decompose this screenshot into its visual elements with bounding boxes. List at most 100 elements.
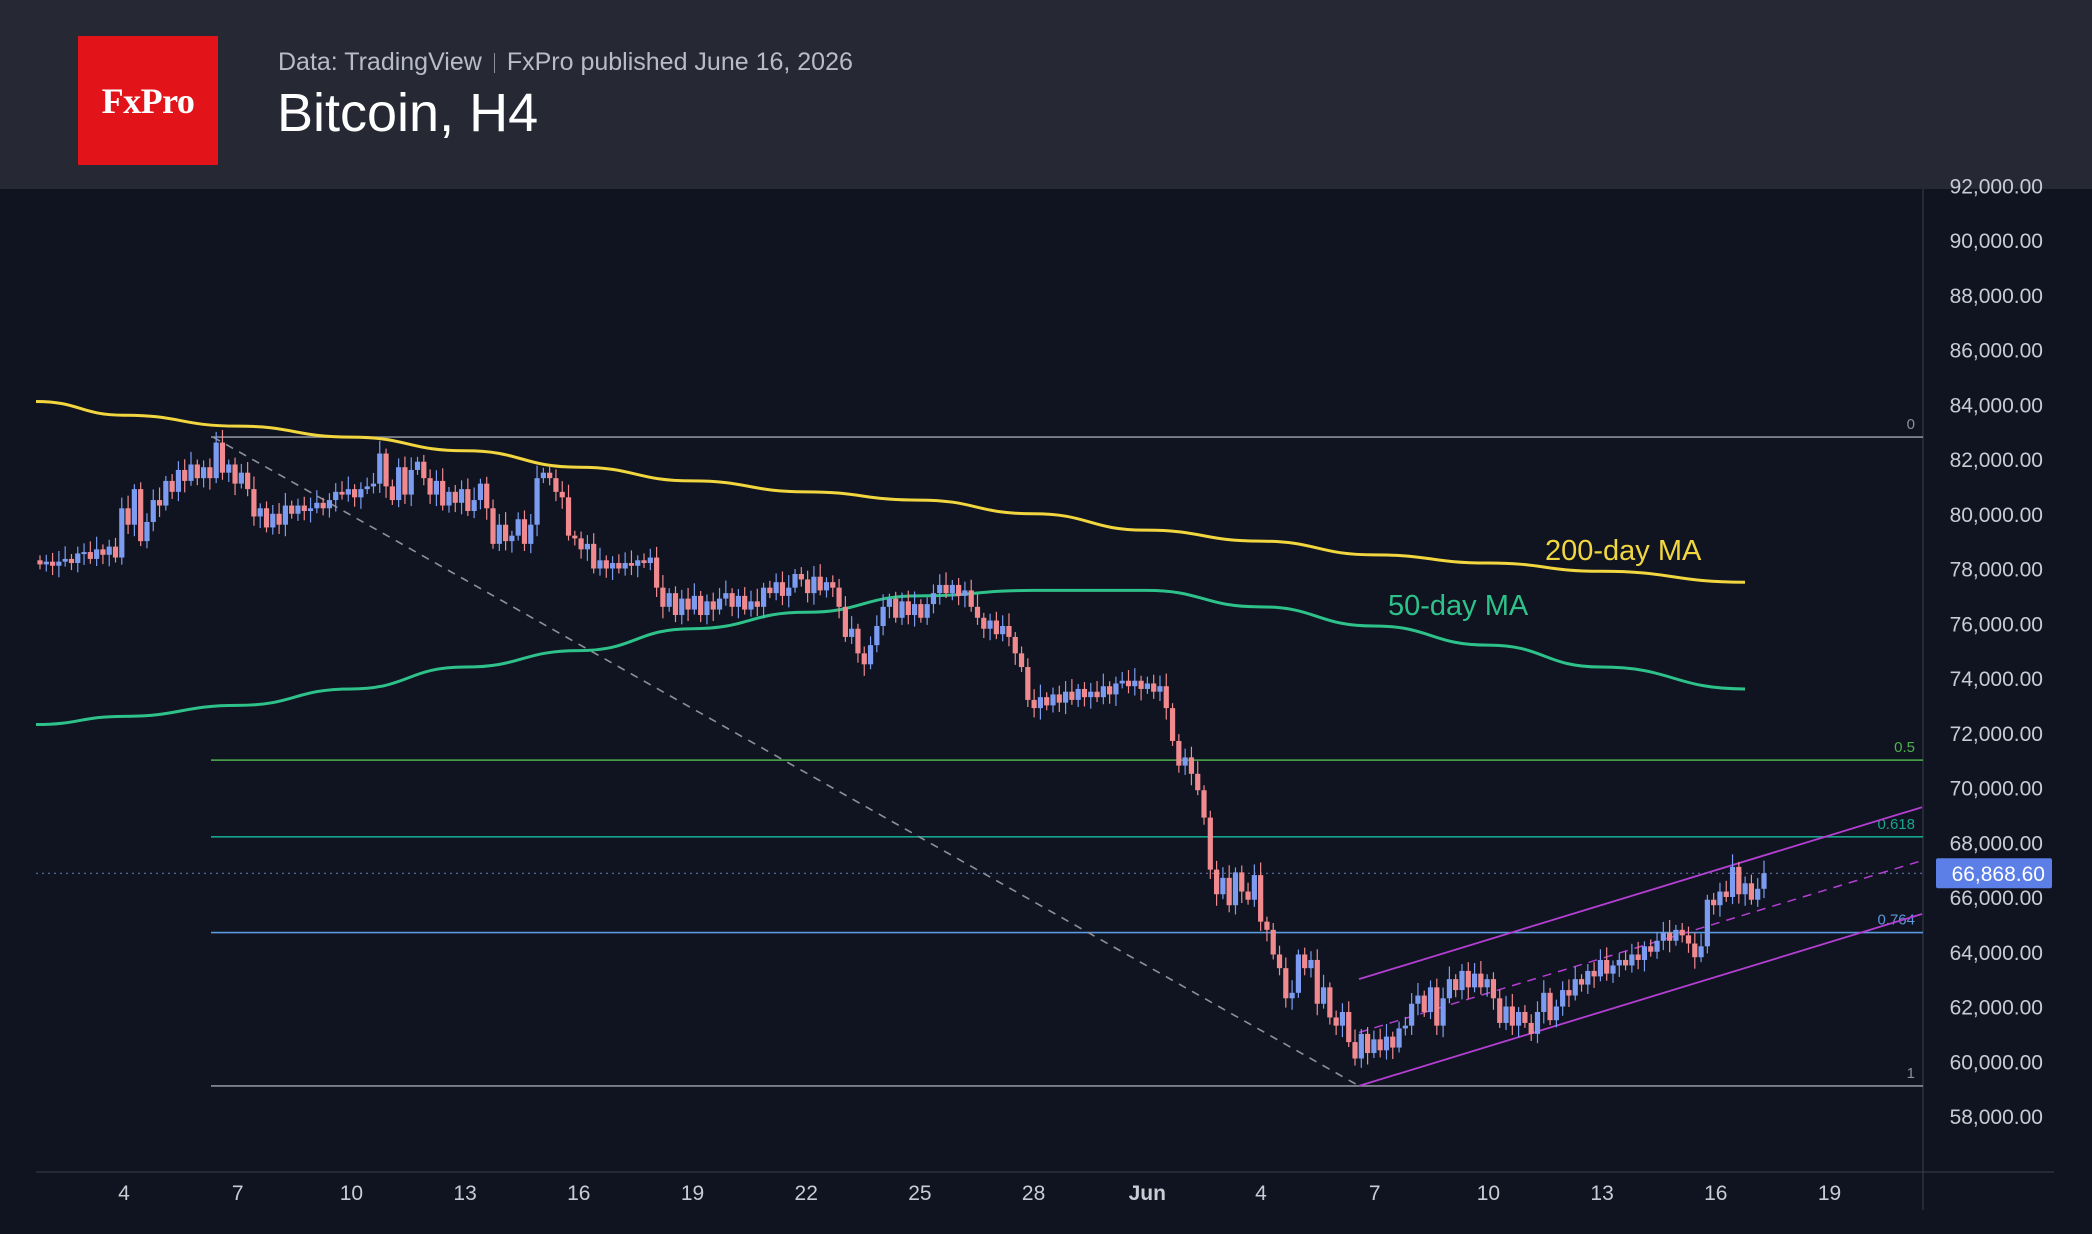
candle-down: [49, 561, 56, 566]
candle-up: [295, 505, 301, 514]
candle-down: [207, 467, 213, 479]
price-tick-label: 60,000.00: [1950, 1051, 2043, 1074]
chart-meta: Data: TradingView FxPro published June 1…: [278, 48, 853, 77]
candle-down: [1490, 979, 1497, 999]
candle-down: [968, 590, 974, 607]
candle-down: [1566, 990, 1572, 996]
candle-down: [660, 587, 666, 607]
candle-down: [1151, 683, 1157, 692]
candle-up: [1075, 688, 1081, 700]
candle-up: [1673, 929, 1679, 941]
ma-50-label: 50-day MA: [1388, 590, 1529, 622]
candle-up: [1100, 686, 1106, 698]
published-date: FxPro published June 16, 2026: [506, 48, 853, 76]
candle-down: [1044, 697, 1050, 706]
candle-up: [849, 628, 855, 637]
time-tick-label: 10: [1477, 1182, 1500, 1205]
candle-down: [1012, 636, 1018, 654]
candle-down: [125, 508, 131, 525]
candle-up: [635, 560, 641, 566]
candle-up: [1459, 970, 1465, 991]
candle-down: [1169, 708, 1176, 741]
candle-up: [43, 561, 49, 565]
candle-up: [1560, 990, 1566, 1007]
candle-down: [484, 483, 490, 509]
candle-up: [874, 625, 880, 646]
time-tick-label: Jun: [1129, 1182, 1166, 1205]
candle-down: [383, 453, 389, 487]
candle-down: [301, 505, 307, 512]
candle-up: [540, 472, 546, 479]
candle-up: [496, 524, 502, 544]
candle-up: [1088, 691, 1094, 698]
candle-down: [402, 467, 408, 495]
candle-down: [156, 500, 163, 506]
candle-down: [427, 478, 433, 495]
candle-up: [94, 549, 100, 559]
time-tick-label: 16: [567, 1182, 590, 1205]
candle-down: [1094, 691, 1100, 698]
candle-down: [1239, 872, 1245, 892]
candle-up: [622, 563, 628, 569]
candle-down: [100, 549, 106, 555]
candle-down: [1188, 757, 1195, 774]
candle-up: [1132, 680, 1138, 687]
candle-down: [572, 535, 578, 539]
candle-down: [1667, 932, 1673, 941]
channel-mid-line: [1358, 859, 1923, 1034]
time-tick-label: 19: [681, 1182, 704, 1205]
candle-up: [1339, 1011, 1346, 1026]
price-tick-label: 78,000.00: [1950, 559, 2043, 582]
candle-up: [1440, 998, 1446, 1026]
candle-down: [465, 489, 471, 512]
candle-down: [729, 593, 735, 607]
candle-down: [798, 573, 804, 580]
candle-up: [81, 552, 87, 555]
candle-down: [742, 595, 748, 610]
price-tick-label: 70,000.00: [1950, 778, 2043, 801]
candle-down: [779, 582, 786, 596]
candle-up: [704, 601, 710, 616]
candle-up: [1541, 992, 1547, 1012]
candle-up: [962, 590, 968, 596]
candle-up: [1629, 954, 1635, 966]
candle-down: [1736, 866, 1742, 895]
candle-down: [836, 587, 842, 607]
candle-down: [1635, 954, 1641, 960]
candle-up: [1742, 883, 1748, 895]
candle-up: [62, 558, 68, 562]
candle-down: [1056, 694, 1062, 703]
candle-up: [1534, 1011, 1541, 1034]
candle-up: [1409, 1003, 1415, 1026]
candle-down: [1390, 1036, 1396, 1048]
candle-down: [1314, 959, 1320, 1004]
candles: [37, 429, 1767, 1068]
candle-up: [144, 521, 150, 542]
candle-up: [666, 593, 672, 607]
candle-up: [509, 535, 515, 542]
candle-up: [333, 491, 339, 501]
candle-down: [918, 604, 924, 618]
candle-up: [1597, 959, 1604, 977]
chart-labels: 200-day MA 50-day MA 66,868.60: [1388, 535, 2052, 889]
candle-down: [1622, 959, 1629, 966]
candle-up: [1383, 1036, 1390, 1051]
candle-up: [886, 598, 893, 607]
candle-up: [56, 561, 62, 566]
time-tick-label: 22: [795, 1182, 818, 1205]
candle-up: [823, 582, 830, 591]
candle-up: [1037, 697, 1044, 709]
candle-down: [553, 478, 559, 492]
candle-down: [421, 461, 427, 479]
candle-up: [691, 595, 697, 610]
candle-up: [270, 513, 276, 528]
candle-up: [1641, 946, 1648, 960]
price-tick-label: 84,000.00: [1950, 394, 2043, 417]
candle-down: [1276, 954, 1283, 969]
candle-down: [1333, 1017, 1339, 1026]
candle-down: [993, 620, 999, 635]
time-tick-label: 25: [908, 1182, 931, 1205]
candle-down: [1711, 899, 1717, 906]
